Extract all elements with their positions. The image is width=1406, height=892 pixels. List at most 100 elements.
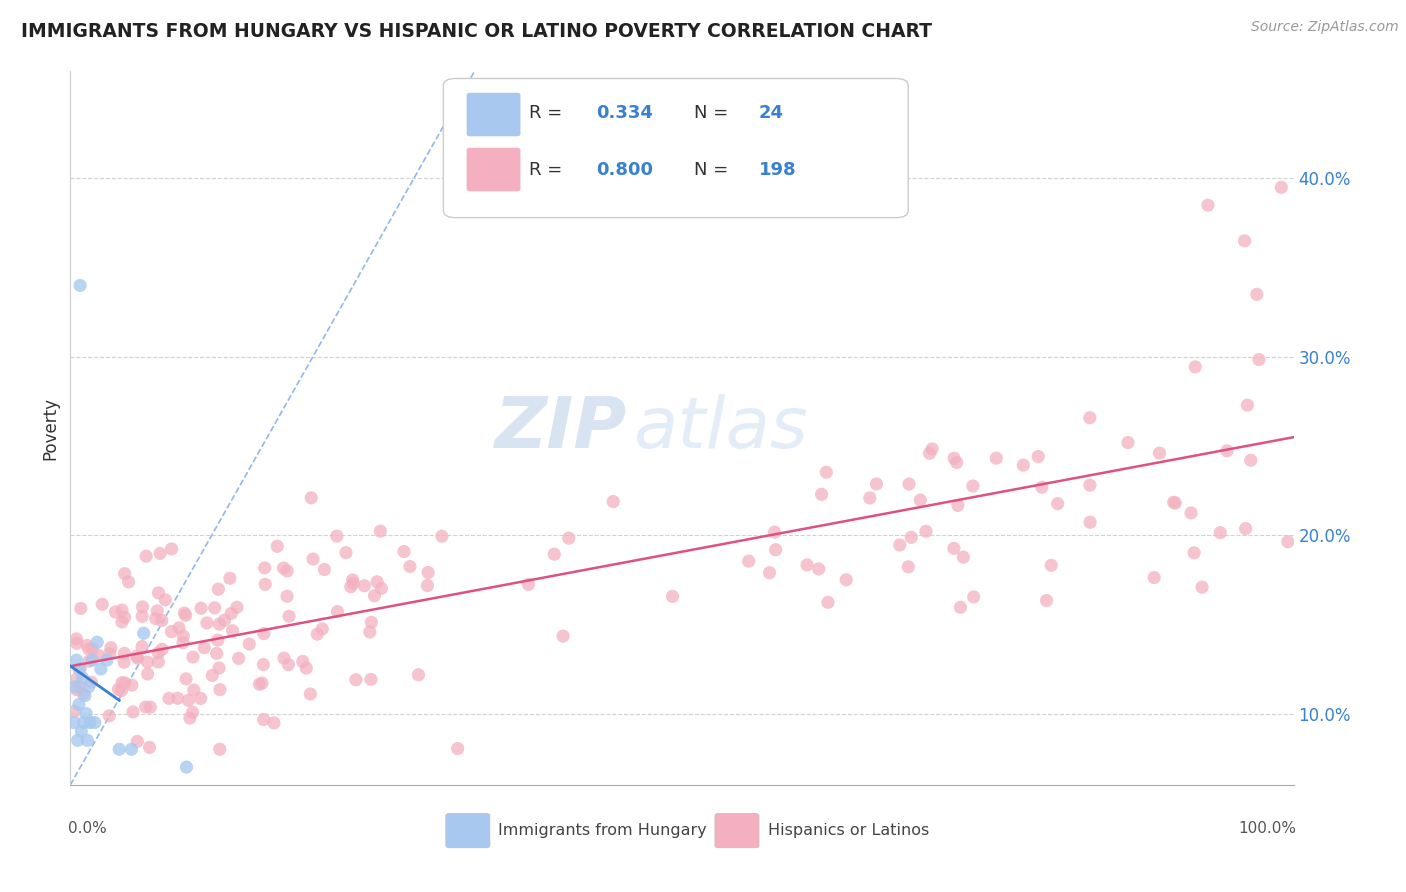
Point — [208, 617, 231, 632]
Point — [63, 680, 86, 694]
Point — [221, 624, 243, 638]
Point — [1209, 525, 1232, 540]
Point — [430, 529, 453, 543]
Point — [67, 680, 90, 694]
Point — [87, 648, 110, 662]
Y-axis label: Poverty: Poverty — [41, 397, 59, 459]
Point — [131, 640, 153, 654]
Point — [181, 706, 204, 720]
Point — [299, 491, 322, 505]
Point — [238, 637, 260, 651]
Point — [326, 529, 349, 543]
Point — [160, 541, 183, 556]
Point — [986, 451, 1008, 466]
Point — [370, 524, 392, 538]
Point — [943, 451, 966, 466]
Point — [363, 589, 385, 603]
Point — [277, 657, 299, 672]
Point — [897, 559, 920, 574]
Point — [69, 662, 91, 676]
Point — [416, 566, 439, 580]
Point — [314, 562, 336, 576]
Point — [228, 651, 250, 665]
Point — [291, 654, 314, 668]
Text: N =: N = — [695, 103, 734, 121]
Point — [174, 672, 197, 686]
Point — [125, 649, 148, 664]
Point — [1164, 496, 1187, 510]
Point — [370, 582, 392, 596]
Point — [172, 635, 194, 649]
Point — [1184, 359, 1206, 374]
Point — [195, 615, 218, 630]
Point — [342, 573, 364, 587]
Point — [342, 576, 364, 591]
Point — [1234, 522, 1257, 536]
Point — [558, 531, 581, 545]
Point — [796, 558, 818, 572]
Point — [77, 642, 100, 657]
Point — [517, 577, 540, 591]
Point — [111, 603, 134, 617]
Point — [167, 621, 190, 635]
Point — [551, 629, 574, 643]
Point — [176, 760, 198, 774]
Point — [1277, 534, 1299, 549]
Point — [360, 615, 382, 630]
Point — [1040, 558, 1063, 573]
Point — [190, 601, 212, 615]
Point — [1191, 580, 1213, 594]
Point — [66, 636, 89, 650]
Point — [865, 477, 887, 491]
Point — [174, 608, 197, 623]
Text: 24: 24 — [759, 103, 785, 121]
Point — [889, 538, 911, 552]
Point — [63, 715, 86, 730]
Point — [111, 675, 134, 690]
Text: R =: R = — [529, 161, 568, 178]
Point — [104, 605, 127, 619]
Point — [65, 673, 87, 687]
Point — [67, 698, 90, 712]
Point — [946, 499, 969, 513]
Point — [900, 530, 922, 544]
Point — [149, 546, 172, 560]
Point — [915, 524, 938, 539]
Point — [82, 641, 104, 656]
Point — [72, 687, 94, 701]
Point — [112, 655, 135, 669]
Point — [77, 654, 100, 668]
Point — [263, 715, 285, 730]
Point — [131, 609, 153, 624]
Point — [1233, 234, 1256, 248]
Point — [146, 604, 169, 618]
Point — [276, 589, 298, 603]
Point — [121, 742, 143, 756]
Point — [1012, 458, 1035, 472]
Point — [65, 632, 87, 646]
Point — [108, 742, 131, 756]
Point — [360, 673, 382, 687]
Point — [1116, 435, 1139, 450]
Point — [1197, 198, 1219, 212]
FancyBboxPatch shape — [443, 78, 908, 218]
Point — [90, 662, 112, 676]
Point — [150, 613, 173, 627]
Point — [1078, 410, 1101, 425]
Point — [219, 607, 242, 621]
Point — [69, 278, 91, 293]
Point — [67, 662, 90, 676]
Point — [183, 683, 205, 698]
Point — [76, 638, 98, 652]
Text: 0.0%: 0.0% — [67, 821, 107, 836]
Point — [63, 705, 86, 719]
Point — [910, 493, 932, 508]
Point — [150, 642, 173, 657]
Point — [138, 740, 160, 755]
Point — [250, 676, 273, 690]
Point — [155, 592, 177, 607]
Point — [1031, 480, 1053, 494]
Point — [1180, 506, 1202, 520]
Text: Hispanics or Latinos: Hispanics or Latinos — [768, 823, 929, 838]
Point — [114, 566, 136, 581]
